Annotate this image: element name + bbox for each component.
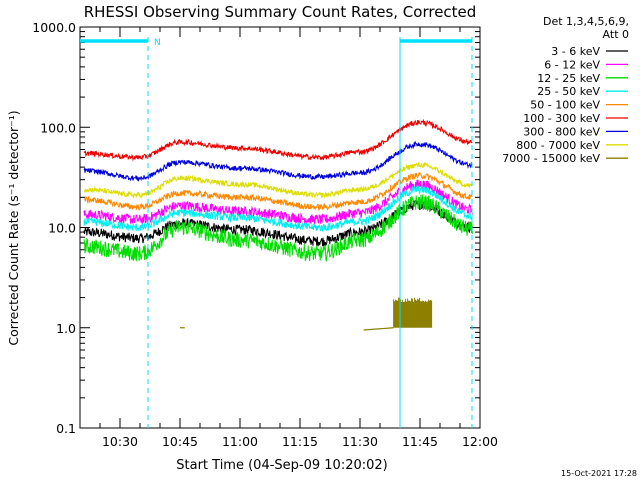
y-tick-label: 1.0: [56, 321, 76, 336]
x-tick-label: 11:00: [222, 434, 258, 449]
series-line-9: [393, 297, 433, 328]
plot-area: 0.1 1.0 10.0 100.0 1000.0 10:30 10:45 11:00 11:1…: [32, 20, 498, 449]
legend-label: 50 - 100 keV: [530, 99, 600, 112]
legend-label: 7000 - 15000 keV: [502, 152, 600, 165]
legend-label: 100 - 300 keV: [523, 112, 600, 125]
series-line-9: [363, 327, 394, 331]
series-line-2: [83, 179, 473, 225]
y-tick-label: 0.1: [56, 421, 76, 436]
series-line-1: [83, 199, 473, 247]
x-tick-label: 11:45: [402, 434, 438, 449]
x-tick-label: 12:00: [462, 434, 498, 449]
x-tick-label: 11:30: [342, 434, 378, 449]
y-tick-label: 10.0: [48, 221, 76, 236]
y-axis-label: Corrected Count Rate (s⁻¹ detector⁻¹): [6, 110, 21, 345]
series-line-6: [83, 118, 473, 162]
legend-label: 300 - 800 keV: [523, 125, 600, 138]
legend-header: Att 0: [603, 28, 629, 41]
legend-label: 3 - 6 keV: [551, 45, 600, 58]
x-tick-label: 10:45: [162, 434, 198, 449]
footer-timestamp: 15-Oct-2021 17:28: [561, 469, 637, 478]
series-line-8: [83, 161, 473, 200]
series-line-3: [83, 194, 473, 262]
series-line-7: [83, 140, 473, 182]
y-tick-label: 1000.0: [32, 20, 76, 35]
series-line-4: [83, 184, 473, 233]
legend-label: 6 - 12 keV: [544, 58, 600, 71]
legend-header: Det 1,3,4,5,6,9,: [543, 15, 629, 28]
x-axis-label: Start Time (04-Sep-09 10:20:02): [176, 458, 387, 473]
flag-label: N: [154, 38, 161, 48]
legend-label: 25 - 50 keV: [537, 85, 600, 98]
x-tick-label: 10:30: [102, 434, 138, 449]
x-tick-label: 11:15: [282, 434, 318, 449]
legend-label: 800 - 7000 keV: [516, 139, 600, 152]
series-line-5: [83, 172, 473, 211]
legend-label: 12 - 25 keV: [537, 72, 600, 85]
y-tick-label: 100.0: [40, 120, 76, 135]
chart-title: RHESSI Observing Summary Count Rates, Co…: [84, 3, 477, 21]
